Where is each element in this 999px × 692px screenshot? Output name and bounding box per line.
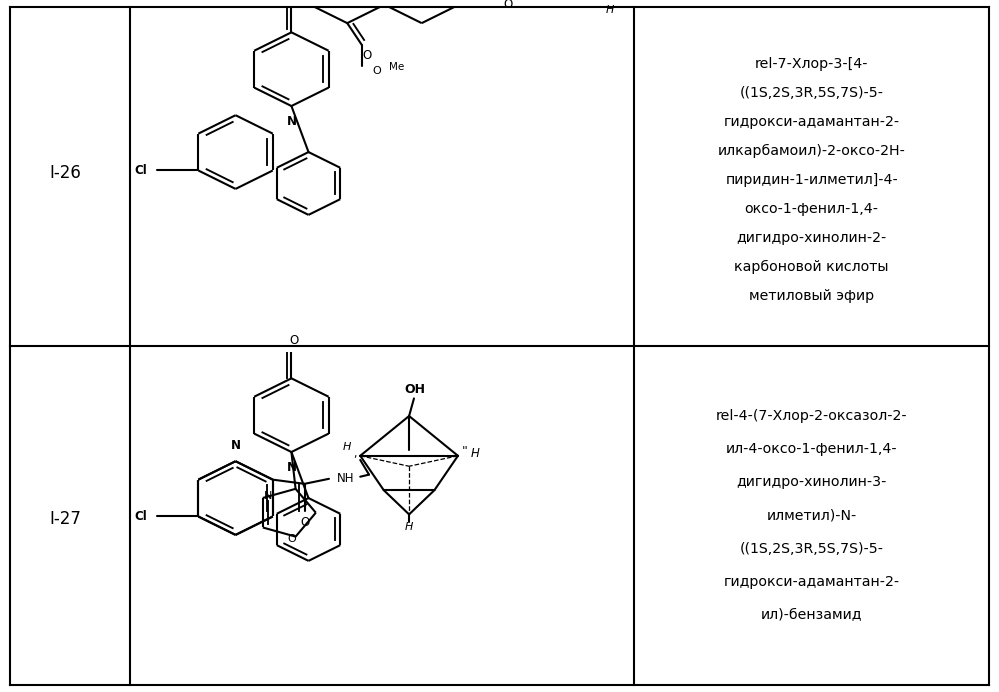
Text: гидрокси-адамантан-2-: гидрокси-адамантан-2- xyxy=(723,115,900,129)
Text: N: N xyxy=(264,491,272,501)
Text: O: O xyxy=(300,516,309,529)
Text: гидрокси-адамантан-2-: гидрокси-адамантан-2- xyxy=(723,575,900,589)
Text: Cl: Cl xyxy=(135,164,148,177)
Text: O: O xyxy=(288,534,296,544)
Text: метиловый эфир: метиловый эфир xyxy=(749,289,874,303)
Text: NH: NH xyxy=(337,473,355,485)
Text: ,: , xyxy=(354,448,357,459)
Text: N: N xyxy=(287,116,297,128)
Text: ил)-бензамид: ил)-бензамид xyxy=(761,608,862,622)
Text: оксо-1-фенил-1,4-: оксо-1-фенил-1,4- xyxy=(744,202,879,216)
Text: OH: OH xyxy=(405,383,426,396)
Text: ": " xyxy=(462,445,468,458)
Text: ил-4-оксо-1-фенил-1,4-: ил-4-оксо-1-фенил-1,4- xyxy=(726,442,897,456)
Text: Cl: Cl xyxy=(135,510,148,523)
Text: илметил)-N-: илметил)-N- xyxy=(766,509,857,522)
Text: пиридин-1-илметил]-4-: пиридин-1-илметил]-4- xyxy=(725,173,898,187)
Text: ((1S,2S,3R,5S,7S)-5-: ((1S,2S,3R,5S,7S)-5- xyxy=(739,86,884,100)
Text: карбоновой кислоты: карбоновой кислоты xyxy=(734,260,889,274)
Text: H: H xyxy=(405,522,414,532)
Text: O: O xyxy=(503,0,512,11)
Text: I-26: I-26 xyxy=(49,164,81,182)
Text: rel-7-Хлор-3-[4-: rel-7-Хлор-3-[4- xyxy=(755,57,868,71)
Text: I-27: I-27 xyxy=(49,510,81,528)
Text: ((1S,2S,3R,5S,7S)-5-: ((1S,2S,3R,5S,7S)-5- xyxy=(739,542,884,556)
Text: Me: Me xyxy=(390,62,405,72)
Text: O: O xyxy=(290,334,299,347)
Text: rel-4-(7-Хлор-2-оксазол-2-: rel-4-(7-Хлор-2-оксазол-2- xyxy=(716,409,907,423)
Text: O: O xyxy=(372,66,381,76)
Text: O: O xyxy=(287,0,296,1)
Text: O: O xyxy=(362,49,372,62)
Text: N: N xyxy=(287,462,297,474)
Text: H: H xyxy=(343,441,351,452)
Text: илкарбамоил)-2-оксо-2H-: илкарбамоил)-2-оксо-2H- xyxy=(717,144,906,158)
Text: дигидро-хинолин-2-: дигидро-хинолин-2- xyxy=(736,231,887,245)
Text: дигидро-хинолин-3-: дигидро-хинолин-3- xyxy=(736,475,887,489)
Text: H: H xyxy=(471,447,480,460)
Text: H: H xyxy=(606,5,614,15)
Text: N: N xyxy=(231,439,241,452)
